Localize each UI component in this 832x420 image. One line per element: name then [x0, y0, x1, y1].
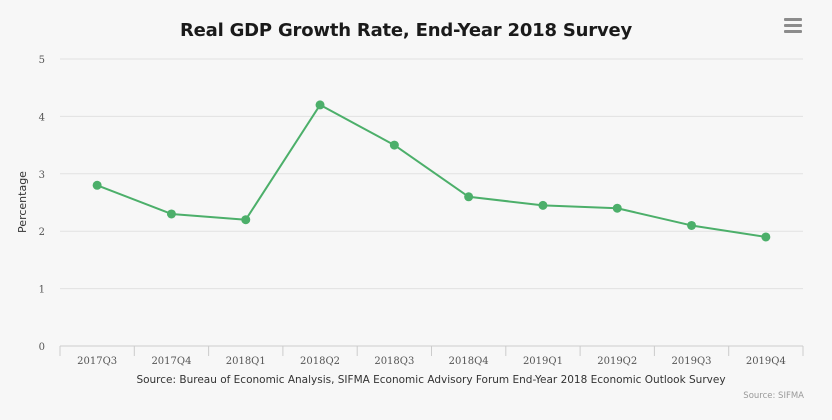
- x-tick-label-2019Q1: 2019Q1: [523, 356, 563, 367]
- series-layer: [92, 100, 771, 242]
- x-tick-label-2018Q3: 2018Q3: [374, 356, 414, 367]
- data-point-2019Q4[interactable]: [761, 232, 771, 242]
- x-tick-label-2018Q2: 2018Q2: [300, 356, 340, 367]
- y-axis-title: Percentage: [16, 171, 29, 233]
- x-tick-label-2018Q1: 2018Q1: [226, 356, 266, 367]
- credit-label: Source: SIFMA: [743, 391, 804, 401]
- data-point-2018Q4[interactable]: [464, 192, 474, 202]
- x-tick-label-2019Q3: 2019Q3: [672, 356, 712, 367]
- y-tick-label-1: 1: [39, 285, 45, 296]
- y-tick-label-3: 3: [39, 170, 45, 181]
- x-tick-label-2019Q4: 2019Q4: [746, 356, 786, 367]
- menu-icon-bar-bottom: [784, 30, 802, 33]
- menu-icon-bar-top: [784, 18, 802, 21]
- x-tick-label-2017Q3: 2017Q3: [77, 356, 117, 367]
- x-tick-label-2017Q4: 2017Q4: [151, 356, 191, 367]
- data-point-2019Q1[interactable]: [538, 200, 548, 210]
- axis-layer: 0 1 2 3 4 5 2017Q3 2017Q4 2018Q1 2018Q2 2018Q3 2018…: [39, 55, 804, 367]
- y-tick-label-0: 0: [39, 342, 45, 353]
- y-tick-label-4: 4: [39, 112, 45, 123]
- source-note: Source: Bureau of Economic Analysis, SIF…: [136, 374, 726, 386]
- data-point-2019Q2[interactable]: [612, 203, 622, 213]
- x-tick-label-2018Q4: 2018Q4: [449, 356, 489, 367]
- data-point-2018Q3[interactable]: [389, 140, 399, 150]
- chart-menu-button[interactable]: [784, 18, 802, 34]
- y-tick-label-2: 2: [39, 227, 45, 238]
- data-point-2019Q3[interactable]: [687, 220, 697, 230]
- data-point-2017Q4[interactable]: [166, 209, 176, 219]
- menu-icon-bar-middle: [784, 24, 802, 27]
- chart-title: Real GDP Growth Rate, End-Year 2018 Surv…: [179, 20, 633, 41]
- data-point-2017Q3[interactable]: [92, 180, 102, 190]
- grid-layer: [60, 58, 803, 347]
- data-point-2018Q2[interactable]: [315, 100, 325, 110]
- data-point-2018Q1[interactable]: [241, 215, 251, 225]
- y-tick-label-5: 5: [39, 55, 45, 66]
- x-tick-label-2019Q2: 2019Q2: [597, 356, 637, 367]
- series-line-0: [96, 103, 767, 238]
